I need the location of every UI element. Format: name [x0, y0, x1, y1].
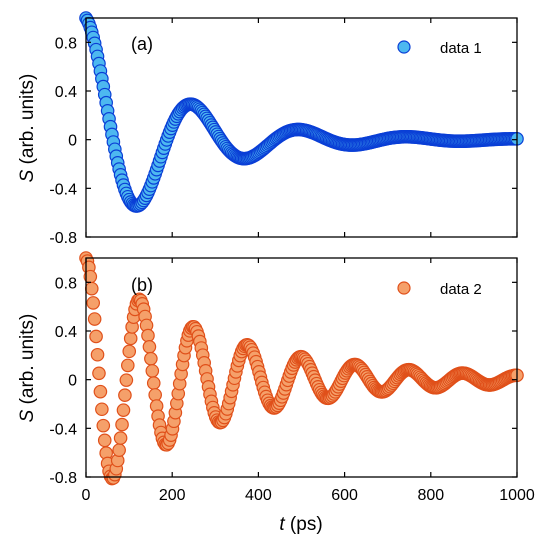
- data-point: [141, 328, 155, 343]
- y-axis-label-b: S (arb. units): [17, 314, 38, 423]
- y-tick-label: -0.4: [49, 421, 77, 438]
- legend-label-data-2: data 2: [440, 281, 482, 298]
- data-point: [123, 331, 138, 346]
- x-tick-label: 200: [159, 487, 186, 504]
- y-tick-label: -0.4: [49, 181, 77, 198]
- data-point: [113, 431, 128, 445]
- data-point: [112, 443, 126, 457]
- y-tick-label: -0.8: [49, 470, 77, 487]
- data-point: [89, 329, 103, 344]
- series-data-2: [79, 251, 524, 486]
- legend-label-data-1: data 1: [440, 40, 482, 57]
- legend-marker-data-1: [397, 40, 411, 54]
- data-point: [96, 418, 111, 433]
- x-tick-label: 800: [417, 487, 444, 504]
- data-point: [142, 339, 157, 354]
- x-tick-label: 0: [82, 487, 91, 504]
- data-point: [119, 373, 134, 387]
- x-tick-label: 1000: [499, 487, 535, 504]
- x-ticks-b: 0 200 400 600 800 1000: [82, 258, 535, 504]
- panel-b: 0.8 0.4 0 -0.4 -0.8 0 200 400 600 800 1000 (b) da…: [17, 251, 535, 535]
- legend-b: data 2: [397, 281, 482, 298]
- panel-label-a: (a): [131, 34, 153, 54]
- y-tick-label: 0.4: [55, 324, 77, 341]
- data-point: [90, 347, 105, 362]
- legend-a: data 1: [397, 40, 482, 57]
- y-tick-label: 0: [68, 133, 77, 150]
- x-ticks-a: [85, 18, 518, 237]
- axes-box-a: [85, 17, 518, 238]
- data-point: [145, 364, 160, 378]
- y-ticks-b: 0.8 0.4 0 -0.4 -0.8: [49, 275, 517, 487]
- y-tick-label: 0.8: [55, 35, 77, 52]
- data-point: [97, 433, 112, 448]
- y-tick-label: 0.8: [55, 275, 77, 292]
- data-point: [84, 281, 99, 296]
- data-point: [118, 388, 132, 402]
- legend-marker-data-2: [397, 281, 411, 295]
- data-point: [122, 344, 137, 359]
- y-axis-label-a: S (arb. units): [17, 74, 38, 183]
- data-point: [92, 366, 106, 381]
- data-point: [144, 351, 158, 366]
- y-ticks-a: 0.8 0.4 0 -0.4 -0.8: [49, 35, 517, 247]
- data-point: [146, 376, 161, 390]
- x-tick-label: 400: [245, 487, 272, 504]
- panel-a: 0.8 0.4 0 -0.4 -0.8 (a) data 1 S (arb. units…: [17, 11, 524, 247]
- data-point: [86, 296, 101, 310]
- x-axis-label: t (ps): [279, 514, 322, 535]
- data-point: [87, 312, 102, 326]
- y-tick-label: 0.4: [55, 84, 77, 101]
- data-point: [121, 358, 135, 373]
- data-point: [95, 402, 109, 417]
- y-tick-label: -0.8: [49, 230, 77, 247]
- series-data-1: [79, 11, 524, 213]
- data-point: [116, 403, 131, 417]
- data-point: [148, 388, 162, 402]
- axes-box-b: [85, 257, 518, 478]
- data-point: [93, 384, 108, 399]
- x-tick-label: 600: [331, 487, 358, 504]
- panel-label-b: (b): [131, 275, 153, 295]
- data-point: [115, 417, 129, 432]
- y-tick-label: 0: [68, 373, 77, 390]
